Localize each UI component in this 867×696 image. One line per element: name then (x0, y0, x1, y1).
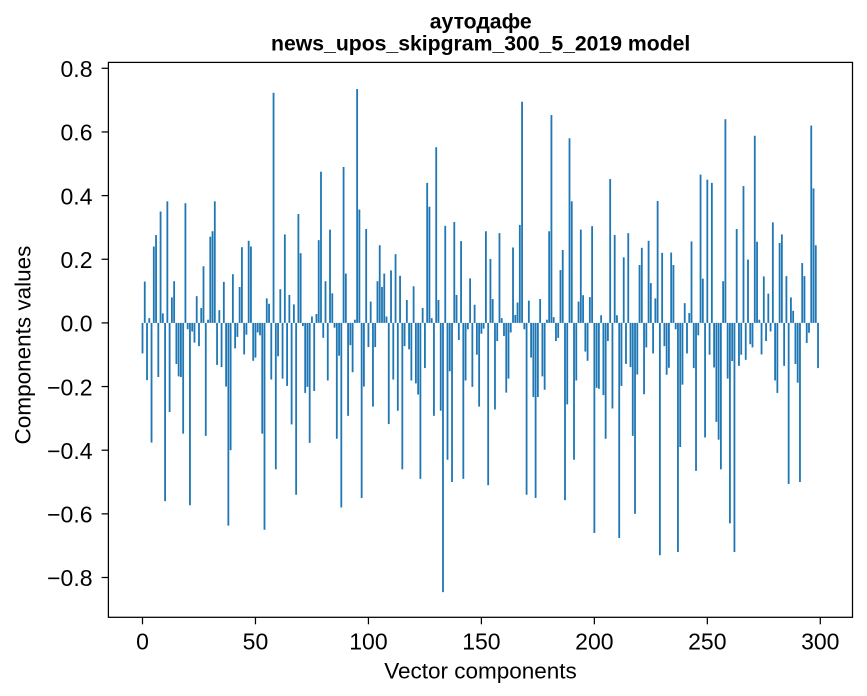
svg-text:0.4: 0.4 (61, 183, 93, 209)
svg-text:150: 150 (462, 629, 500, 655)
svg-text:аутодафе: аутодафе (430, 11, 532, 34)
svg-text:news_upos_skipgram_300_5_2019: news_upos_skipgram_300_5_2019 model (271, 32, 690, 55)
svg-text:0: 0 (136, 629, 149, 655)
svg-text:0.2: 0.2 (61, 247, 93, 273)
svg-text:−0.2: −0.2 (47, 374, 92, 400)
svg-text:Components values: Components values (11, 246, 36, 445)
svg-text:0.8: 0.8 (61, 56, 93, 82)
svg-text:−0.4: −0.4 (47, 438, 93, 464)
svg-text:0.6: 0.6 (61, 120, 93, 146)
svg-text:Vector components: Vector components (384, 658, 577, 683)
svg-text:−0.6: −0.6 (47, 502, 92, 528)
svg-text:0.0: 0.0 (61, 311, 93, 337)
svg-text:250: 250 (688, 629, 726, 655)
svg-text:300: 300 (801, 629, 839, 655)
svg-text:−0.8: −0.8 (47, 565, 92, 591)
svg-text:50: 50 (243, 629, 269, 655)
svg-text:200: 200 (575, 629, 613, 655)
svg-text:100: 100 (349, 629, 387, 655)
